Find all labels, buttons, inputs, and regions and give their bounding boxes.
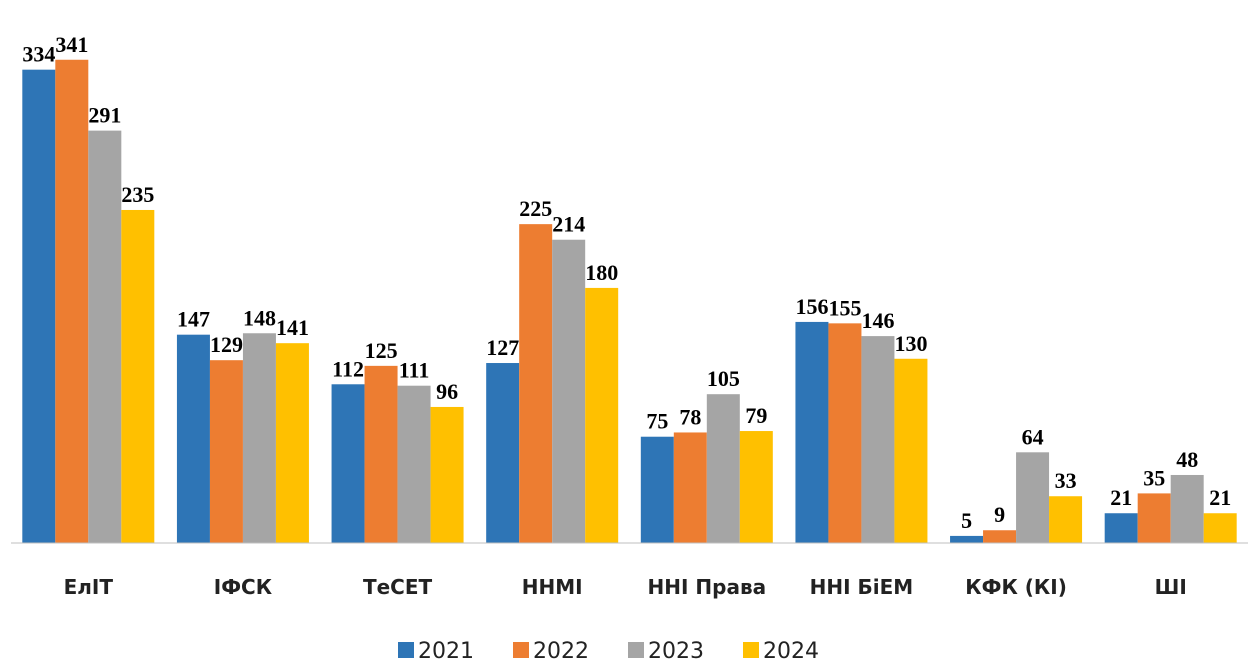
bar (1104, 513, 1138, 543)
bar (585, 287, 619, 543)
legend-swatch (628, 642, 644, 658)
x-tick-label: ШІ (1155, 575, 1187, 599)
bar (552, 239, 586, 543)
value-label: 156 (795, 294, 828, 319)
value-label: 291 (88, 103, 121, 128)
bar (209, 360, 243, 543)
bar (275, 343, 309, 543)
bar (983, 530, 1017, 543)
bar (894, 358, 928, 543)
value-label: 35 (1143, 465, 1165, 490)
bar (950, 535, 984, 543)
bar (55, 59, 89, 544)
value-label: 334 (22, 42, 55, 67)
value-label: 214 (552, 212, 585, 237)
value-label: 105 (707, 366, 740, 391)
legend-swatch (743, 642, 759, 658)
bar (1170, 474, 1204, 543)
value-label: 75 (646, 409, 668, 434)
value-label: 148 (243, 305, 276, 330)
bar (1137, 493, 1171, 543)
legend-label: 2022 (533, 639, 589, 662)
bar (1016, 452, 1050, 543)
bar (397, 385, 431, 543)
bar (795, 321, 829, 543)
value-label: 141 (276, 315, 309, 340)
value-label: 341 (55, 32, 88, 57)
value-label: 147 (177, 307, 210, 332)
value-label: 146 (861, 308, 894, 333)
legend-swatch (398, 642, 414, 658)
value-label: 96 (436, 379, 458, 404)
x-tick-label: ТеСЕТ (363, 575, 433, 599)
value-label: 130 (894, 331, 927, 356)
x-tick-label: ЕлІТ (64, 575, 114, 599)
value-label: 78 (679, 404, 701, 429)
value-label: 129 (210, 332, 243, 357)
bar (430, 406, 464, 543)
value-label: 9 (994, 502, 1005, 527)
value-label: 127 (486, 335, 519, 360)
bar (640, 436, 674, 543)
bar (739, 431, 773, 543)
bar (121, 209, 155, 543)
value-label: 155 (828, 295, 861, 320)
bar (861, 336, 895, 543)
bar (1203, 513, 1237, 543)
value-label: 225 (519, 196, 552, 221)
value-label: 235 (121, 182, 154, 207)
legend-label: 2024 (763, 639, 819, 662)
legend-label: 2023 (648, 639, 704, 662)
value-label: 21 (1209, 485, 1231, 510)
value-label: 180 (585, 260, 618, 285)
legend-swatch (513, 642, 529, 658)
legend-label: 2021 (418, 639, 474, 662)
x-tick-label: ННІ БіЕМ (810, 575, 914, 599)
bar (364, 365, 398, 543)
bar (486, 363, 520, 543)
bar (176, 334, 210, 543)
bar (88, 130, 122, 543)
x-tick-label: КФК (КІ) (965, 575, 1067, 599)
x-tick-label: ІФСК (214, 575, 273, 599)
value-label: 48 (1176, 447, 1198, 472)
value-label: 64 (1022, 424, 1044, 449)
bar (706, 394, 740, 543)
value-label: 125 (365, 338, 398, 363)
value-label: 33 (1055, 468, 1077, 493)
x-tick-label: ННІ Права (648, 575, 767, 599)
bar (1049, 496, 1083, 543)
value-label: 5 (961, 508, 972, 533)
bar (519, 224, 553, 543)
value-label: 111 (399, 358, 430, 383)
x-tick-label: ННМІ (522, 575, 583, 599)
bar (828, 323, 862, 543)
value-label: 79 (745, 403, 767, 428)
value-label: 112 (332, 356, 364, 381)
bar (22, 69, 56, 543)
value-label: 21 (1110, 485, 1132, 510)
bar (242, 333, 276, 543)
bar (673, 432, 707, 543)
bar (331, 384, 365, 543)
